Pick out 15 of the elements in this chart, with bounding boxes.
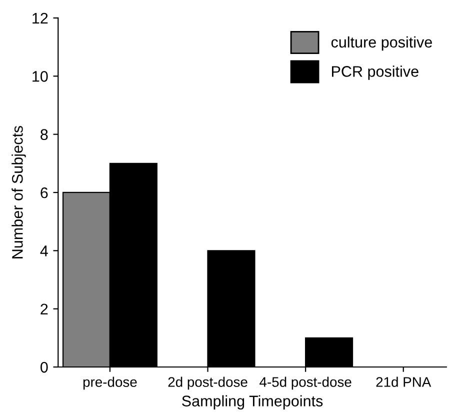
y-tick-label: 6	[40, 187, 48, 198]
y-tick-label: 10	[32, 71, 48, 82]
y-tick-label: 8	[40, 129, 48, 140]
legend-label: culture positive	[331, 36, 432, 51]
y-tick-label: 12	[32, 12, 48, 24]
legend-label: PCR positive	[332, 66, 418, 80]
y-tick-label: 2	[40, 304, 48, 314]
y-axis-title: Number of Subjects	[12, 126, 26, 258]
x-tick-label: 21d PNA	[376, 376, 432, 387]
x-axis-title: Sampling Timepoints	[182, 395, 323, 410]
y-tick-label: 0	[40, 362, 48, 373]
x-tick-label: 4-5d post-dose	[260, 376, 352, 390]
x-tick-label: pre-dose	[83, 376, 137, 390]
y-tick-label: 4	[40, 246, 48, 256]
x-tick-label: 2d post-dose	[168, 376, 248, 390]
